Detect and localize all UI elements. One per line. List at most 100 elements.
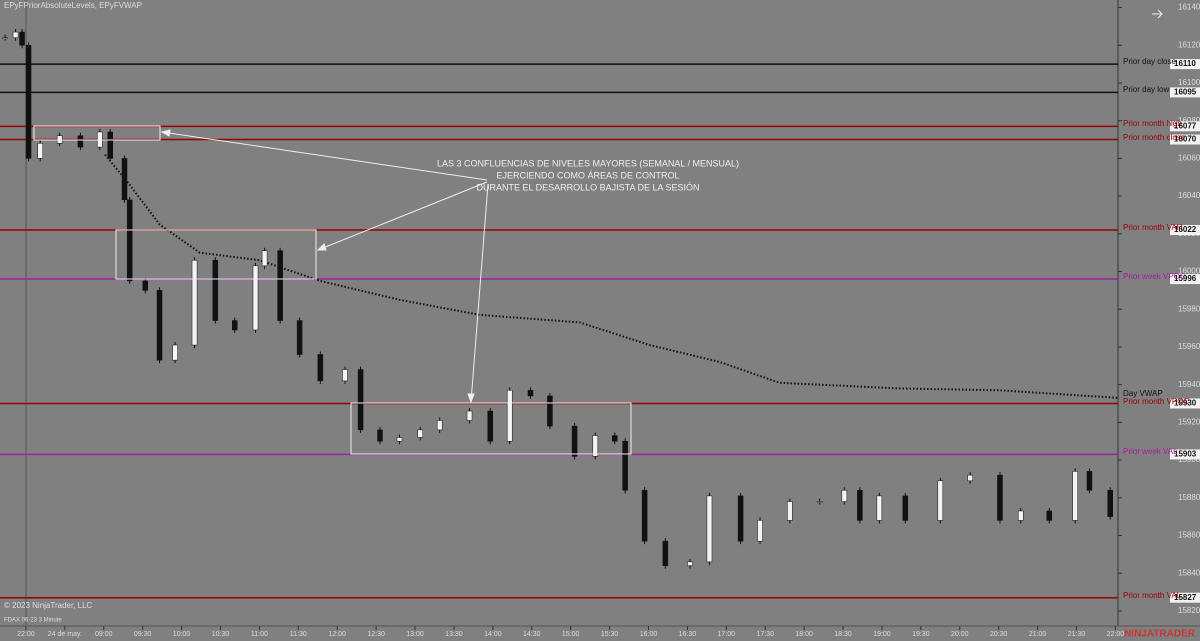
candle (1046, 510, 1053, 521)
candle (296, 320, 303, 355)
candle (2, 37, 8, 39)
candle (816, 501, 823, 503)
candle (997, 474, 1003, 521)
x-tick-label: 20:00 (951, 631, 969, 638)
level-value: 15996 (1174, 274, 1197, 283)
level-badge (1170, 449, 1200, 460)
x-tick-label: 24 de may. (48, 631, 82, 638)
x-tick-label: 21:00 (1029, 631, 1047, 638)
y-tick-label: 15900 (1178, 455, 1200, 464)
y-tick-label: 15880 (1178, 493, 1200, 502)
level-label: Prior month close (1123, 132, 1186, 142)
x-tick-label: 15:00 (562, 631, 580, 638)
x-tick-label: 19:00 (873, 631, 891, 638)
candle (622, 440, 628, 491)
x-tick-label: 11:00 (251, 631, 268, 638)
candle (357, 369, 364, 431)
y-tick-label: 15820 (1178, 606, 1200, 615)
annotation: DURANTE EL DESARROLLO BAJISTA DE LA SESI… (476, 182, 699, 192)
annotation: LAS 3 CONFLUENCIAS DE NIVELES MAYORES (S… (437, 158, 739, 168)
x-tick-label: 14:30 (523, 631, 541, 638)
level-badge (1170, 87, 1200, 98)
candle (967, 474, 973, 482)
level-value: 15827 (1174, 593, 1197, 602)
copyright: © 2023 NinjaTrader, LLC (4, 601, 93, 610)
candle (377, 429, 383, 442)
candle (212, 259, 219, 321)
y-tick-label: 15860 (1178, 531, 1200, 540)
level-label: Prior week VAL (1123, 447, 1178, 457)
candle (706, 495, 713, 563)
candle (757, 520, 763, 542)
level-label: Prior day close (1123, 57, 1176, 67)
level-badge (1170, 398, 1200, 409)
y-tick-label: 15960 (1178, 342, 1200, 351)
x-tick-label: 16:00 (640, 631, 658, 638)
candle (571, 425, 578, 457)
y-tick-label: 16060 (1178, 153, 1200, 162)
x-tick-label: 21:30 (1068, 631, 1086, 638)
zone-box (350, 402, 632, 455)
level-value: 16070 (1174, 135, 1197, 144)
candle (156, 290, 163, 361)
x-tick-label: 18:30 (834, 631, 852, 638)
scroll-button[interactable] (1152, 9, 1163, 19)
candle (25, 45, 32, 159)
level-badge (1170, 274, 1200, 285)
level-value: 15903 (1174, 450, 1197, 459)
candle (342, 369, 348, 382)
x-tick-label: 10:30 (212, 631, 230, 638)
candle (662, 540, 669, 566)
y-tick-label: 15840 (1178, 568, 1200, 577)
candle (317, 354, 324, 382)
y-tick-label: 16080 (1178, 116, 1200, 125)
level-value: 16110 (1174, 59, 1196, 68)
level-badge (1170, 121, 1200, 132)
level-value: 16022 (1174, 225, 1197, 234)
x-tick-label: 14:00 (484, 631, 502, 638)
candle (1017, 510, 1024, 521)
candle (592, 435, 599, 457)
candle (252, 265, 259, 331)
level-value: 16077 (1174, 121, 1197, 130)
level-value: 15930 (1174, 399, 1197, 408)
candle (506, 390, 513, 442)
brand: NINJATRADER (1124, 629, 1196, 640)
x-tick-label: 22:00 (17, 631, 35, 638)
x-tick-label: 19:30 (912, 631, 930, 638)
x-tick-label: 20:30 (990, 631, 1008, 638)
y-tick-label: 15980 (1178, 304, 1200, 313)
candle (277, 250, 283, 321)
level-badge (1170, 59, 1200, 70)
zone-box (115, 229, 317, 280)
candle (547, 395, 553, 427)
level-badge (1170, 134, 1200, 145)
candle (787, 501, 793, 521)
x-tick-label: 09:30 (134, 631, 152, 638)
candle (261, 250, 268, 267)
candle (121, 158, 128, 201)
annotation: EJERCIENDO COMO ÁREAS DE CONTROL (496, 170, 679, 180)
candle (436, 420, 443, 431)
instrument: FDAX 06-23 3 Minute (4, 618, 62, 624)
candle (612, 435, 618, 442)
candle (876, 495, 883, 521)
candle (37, 143, 43, 159)
level-value: 16095 (1174, 88, 1197, 97)
candle (396, 437, 403, 442)
candle (641, 489, 648, 542)
x-tick-label: 11:30 (290, 631, 307, 638)
x-tick-label: 22:00 (1107, 631, 1125, 638)
level-badge (1170, 225, 1200, 236)
x-tick-label: 10:00 (173, 631, 191, 638)
x-tick-label: 18:00 (795, 631, 813, 638)
candle (857, 489, 863, 521)
candle (1086, 471, 1093, 491)
level-label: Prior month VAL (1123, 590, 1182, 600)
candle (12, 31, 19, 38)
level-label: Prior month VPOC (1123, 396, 1190, 406)
y-tick-label: 16000 (1178, 267, 1200, 276)
